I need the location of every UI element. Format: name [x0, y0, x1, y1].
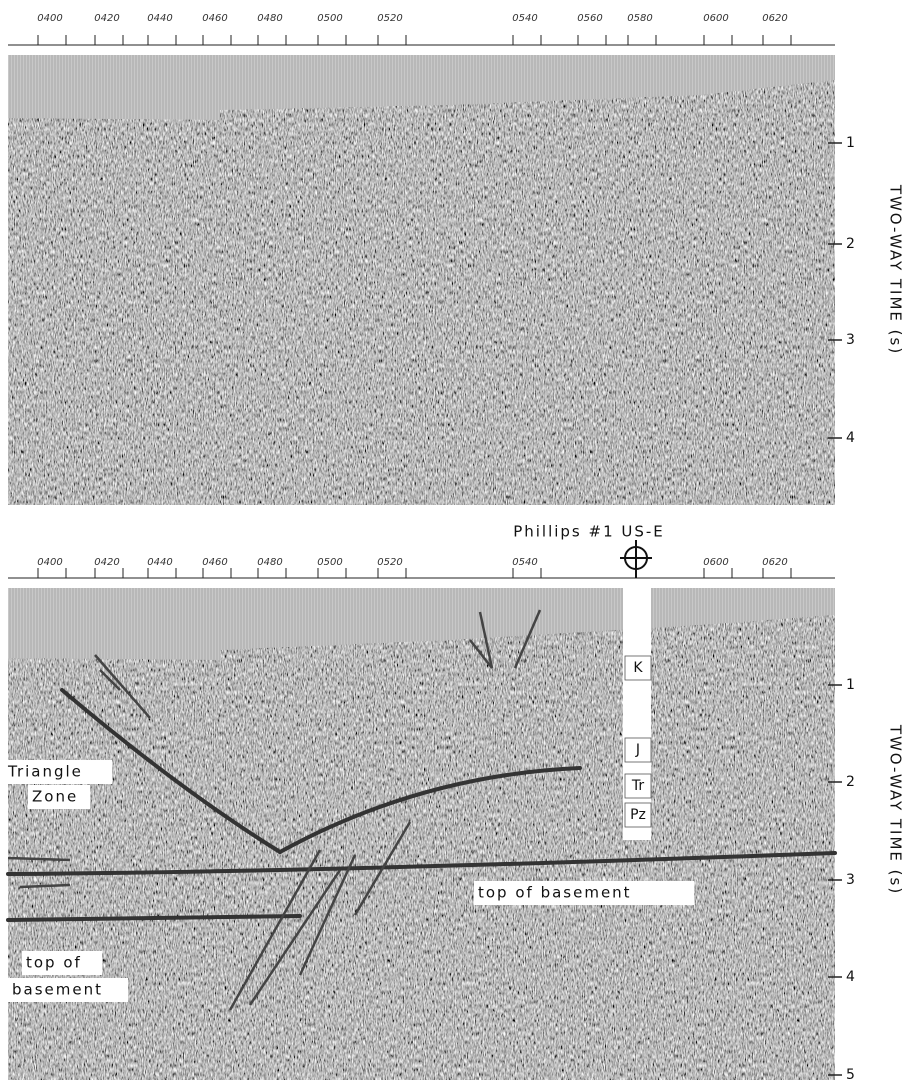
- label-box: [474, 881, 694, 905]
- well-name: Phillips #1 US-E: [513, 523, 665, 541]
- x-tick-label: 0440: [147, 557, 172, 568]
- x-tick-label: 0500: [317, 557, 342, 568]
- axis-label: TWO-WAY TIME (s): [887, 184, 905, 355]
- y-tick-label: 2: [846, 774, 855, 790]
- unit-box: [624, 773, 652, 799]
- label-box: [28, 785, 90, 809]
- annotation: Triangle: [7, 763, 83, 781]
- annotation: basement: [12, 981, 103, 999]
- unit-label: Tr: [631, 778, 644, 794]
- seismic-section: [8, 588, 835, 1080]
- unit-label: J: [635, 742, 640, 758]
- unit-box: [624, 655, 652, 681]
- x-tick-label: 0420: [94, 557, 119, 568]
- unit-label: K: [633, 660, 643, 676]
- label-box: [8, 978, 128, 1002]
- axis-label: TWO-WAY TIME (s): [887, 724, 905, 895]
- annotation: top of basement: [478, 884, 632, 902]
- x-tick-label: 0600: [703, 557, 728, 568]
- x-tick-label: 0460: [202, 13, 227, 24]
- well-column: [623, 585, 651, 840]
- x-tick-label: 0460: [202, 557, 227, 568]
- panel-top: [8, 44, 835, 505]
- x-tick-label: 0540: [512, 13, 537, 24]
- x-tick-label: 0480: [257, 13, 282, 24]
- x-tick-label: 0400: [37, 13, 62, 24]
- faults: [6, 609, 837, 1011]
- annotation: Zone: [32, 788, 78, 806]
- x-tick-label: 0440: [147, 13, 172, 24]
- seismic-section: [8, 55, 835, 505]
- x-tick-label: 0540: [512, 557, 537, 568]
- x-tick-label: 0500: [317, 13, 342, 24]
- x-tick-label: 0580: [627, 13, 652, 24]
- label-box: [4, 760, 112, 784]
- unit-box: [624, 737, 652, 763]
- y-tick-label: 4: [846, 969, 855, 985]
- x-tick-label: 0400: [37, 557, 62, 568]
- x-tick-label: 0520: [377, 557, 402, 568]
- x-tick-label: 0600: [703, 13, 728, 24]
- y-tick-label: 5: [846, 1067, 855, 1080]
- x-tick-label: 0520: [377, 13, 402, 24]
- panel-bottom: [6, 540, 837, 1080]
- y-tick-label: 3: [846, 332, 855, 348]
- annotation: top of: [26, 954, 82, 972]
- y-tick-label: 3: [846, 872, 855, 888]
- unit-box: [624, 802, 652, 828]
- x-tick-label: 0420: [94, 13, 119, 24]
- x-tick-label: 0620: [762, 557, 787, 568]
- y-tick-label: 1: [846, 135, 855, 151]
- y-tick-label: 2: [846, 236, 855, 252]
- y-tick-label: 4: [846, 430, 855, 446]
- y-tick-label: 1: [846, 677, 855, 693]
- x-tick-label: 0480: [257, 557, 282, 568]
- x-tick-label: 0560: [577, 13, 602, 24]
- water-band: [8, 55, 835, 120]
- label-box: [22, 951, 102, 975]
- x-tick-label: 0620: [762, 13, 787, 24]
- unit-label: Pz: [630, 807, 646, 823]
